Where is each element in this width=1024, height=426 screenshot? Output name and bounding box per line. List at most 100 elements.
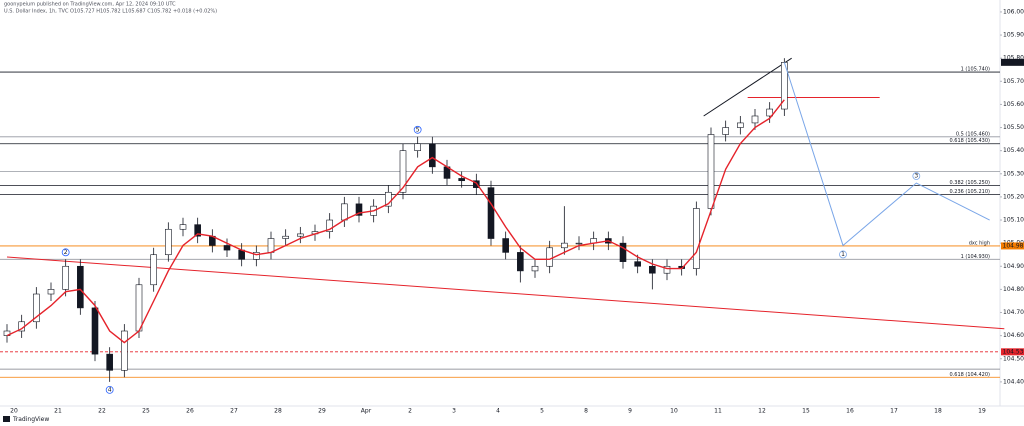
y-tick-label: 105.700 [1003, 78, 1024, 85]
candle-body [487, 187, 495, 239]
level-label: 1 (105.740) [961, 67, 990, 73]
x-tick-label: 19 [978, 408, 986, 415]
candle-body [663, 265, 671, 274]
trendline [703, 57, 792, 117]
candle-body [737, 122, 744, 128]
candle-body [414, 143, 421, 151]
brand: TradingView [12, 416, 49, 423]
wave-label: 4 [108, 386, 112, 393]
level-label: 0.618 (105.430) [950, 138, 991, 144]
x-tick-label: 16 [846, 408, 854, 415]
candle-body [3, 330, 11, 336]
x-tick-label: 28 [274, 408, 282, 415]
last-price-label: 105.782 [1003, 59, 1024, 66]
price-tag [1001, 242, 1024, 250]
x-tick-label: 4 [496, 408, 500, 415]
x-tick-label: 21 [54, 408, 62, 415]
candle-body [649, 265, 656, 274]
x-tick-label: 10 [670, 408, 678, 415]
x-tick-label: 5 [540, 408, 544, 415]
y-tick-label: 105.300 [1003, 170, 1024, 177]
candle-body [194, 224, 201, 237]
price-tag [1001, 348, 1024, 356]
candle-body [546, 247, 553, 267]
candle-body [33, 293, 40, 323]
candle-body [179, 224, 187, 230]
y-tick-label: 105.500 [1003, 124, 1024, 131]
wave-label: 5 [416, 126, 420, 133]
level-label: 1 (104.930) [961, 254, 990, 260]
level-label: 0.5 (105.460) [956, 131, 990, 137]
candle-body [575, 242, 583, 245]
candle-body [47, 289, 55, 295]
x-tick-label: 8 [584, 408, 588, 415]
candle-body [517, 252, 524, 272]
projection-marker [839, 250, 847, 259]
candle-body [135, 284, 143, 332]
x-tick-label: 12 [758, 408, 766, 415]
x-tick-label: 3 [452, 408, 456, 415]
level-label: 0.236 (105.210) [950, 189, 991, 195]
candle-body [282, 235, 289, 239]
candle-body [150, 254, 157, 286]
x-tick-label: 17 [890, 408, 898, 415]
moving-average [6, 99, 785, 344]
level-label: 0.382 (105.250) [950, 180, 991, 186]
wave-marker [61, 248, 70, 257]
candle-body [326, 219, 333, 232]
candle-body [223, 245, 231, 251]
y-tick-label: 104.700 [1003, 309, 1024, 316]
candle-body [619, 242, 627, 262]
projection-marker [912, 172, 921, 180]
candle-body [106, 353, 113, 371]
candle-body [502, 238, 509, 253]
candle-body [634, 261, 641, 267]
publish-note: goonypeium published on TradingView.com,… [4, 2, 176, 8]
x-tick-label: 20 [10, 408, 18, 415]
trendline [6, 256, 1005, 330]
projection-label: 3 [914, 173, 918, 180]
candle-body [707, 134, 715, 209]
candle-body [561, 242, 568, 249]
candle-body [253, 252, 260, 260]
candle-body [693, 208, 700, 269]
candle-body [355, 203, 363, 216]
x-tick-label: 22 [98, 408, 106, 415]
symbol-info: U.S. Dollar Index, 1h, TVC O105.727 H105… [4, 9, 217, 15]
x-tick-label: Apr [361, 408, 372, 415]
y-tick-label: 105.200 [1003, 193, 1024, 200]
candle-body [297, 233, 304, 237]
projection-label: 1 [841, 251, 845, 258]
last-price-tag [1001, 58, 1024, 66]
price-tag-label: 104.988 [1003, 242, 1024, 249]
candle-body [751, 115, 759, 124]
y-tick-label: 104.600 [1003, 332, 1024, 339]
candle-body [385, 191, 392, 207]
x-tick-label: 15 [802, 408, 810, 415]
y-tick-label: 104.400 [1003, 378, 1024, 385]
candle-body [77, 265, 84, 309]
y-tick-label: 105.800 [1003, 55, 1024, 62]
candle-body [531, 265, 539, 272]
y-tick-label: 104.800 [1003, 286, 1024, 293]
x-tick-label: 26 [186, 408, 194, 415]
y-tick-label: 105.100 [1003, 217, 1024, 224]
x-tick-label: 29 [318, 408, 326, 415]
candle-body [429, 143, 436, 168]
x-tick-label: 27 [230, 408, 238, 415]
projection [783, 62, 990, 247]
x-tick-label: 25 [142, 408, 150, 415]
level-label: 0.618 (104.420) [950, 372, 991, 378]
wave-marker [105, 385, 114, 394]
brand-logo [3, 416, 10, 422]
candle-body [341, 203, 348, 221]
x-tick-label: 2 [408, 408, 412, 415]
x-tick-label: 9 [628, 408, 632, 415]
y-tick-label: 106.000 [1003, 8, 1024, 15]
x-tick-label: 11 [714, 408, 722, 415]
candle-body [121, 330, 128, 371]
candle-body [458, 178, 465, 182]
candle-body [91, 307, 99, 355]
